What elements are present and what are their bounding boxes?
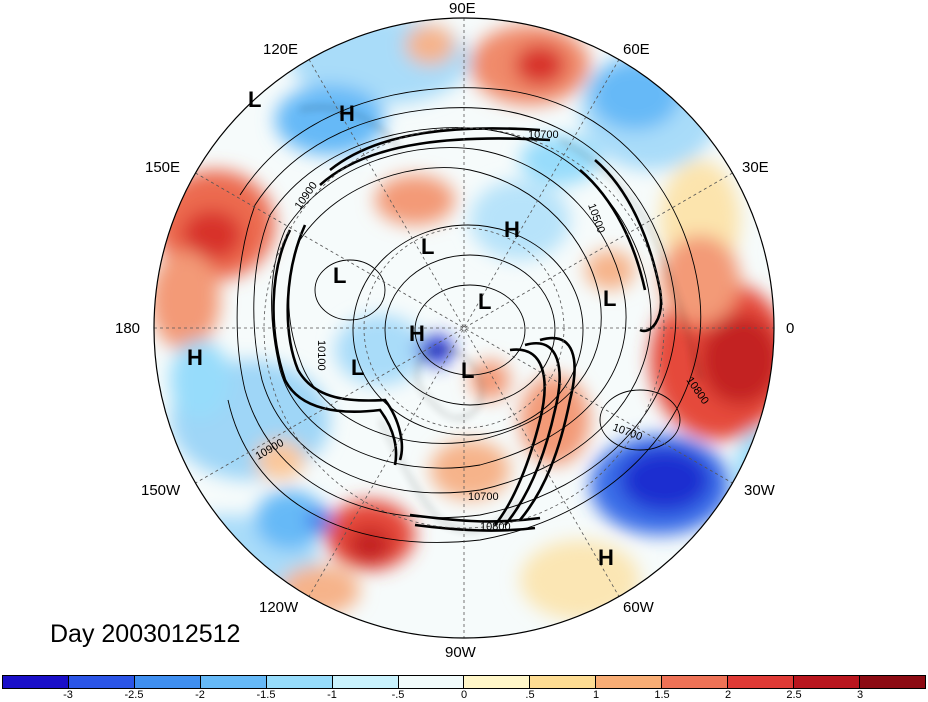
colorbar-tick: -1 [327,689,337,701]
colorbar-segment [266,676,333,688]
colorbar-tick: 2.5 [786,689,802,701]
colorbar-segment [134,676,201,688]
contour-label: 10700 [528,129,559,141]
pressure-center-label: H [409,321,425,346]
colorbar-tick: .5 [525,689,535,701]
map-boundary [153,17,775,639]
colorbar-segment [398,676,465,688]
lon-label-150e: 150E [145,159,181,176]
pressure-center-label: L [333,263,347,288]
lon-label-30w: 30W [744,482,775,499]
lon-label-120w: 120W [259,599,299,616]
lon-label-90e: 90E [449,0,476,17]
pressure-center-label: H [598,545,614,570]
pressure-center-label: L [603,286,617,311]
pressure-center-label: L [461,358,475,383]
colorbar-segment [332,676,399,688]
colorbar-segment [596,676,663,688]
pressure-center-label: L [248,87,262,112]
colorbar-segment [859,676,925,688]
colorbar-segment [200,676,267,688]
pressure-center-label: L [421,234,435,259]
colorbar-segment [728,676,795,688]
colorbar-tick: 0 [460,689,468,701]
lon-label-180: 180 [115,320,141,337]
colorbar-segment [68,676,135,688]
colorbar-tick: -3 [63,689,73,701]
pressure-center-label: H [339,101,355,126]
pressure-center-label: L [351,355,365,380]
colorbar-segment [464,676,531,688]
colorbar-tick: 1.5 [654,689,670,701]
lon-label-150w: 150W [141,482,181,499]
pressure-center-label: H [504,217,520,242]
colorbar-segment [662,676,729,688]
contour-label: 10700 [468,491,499,503]
colorbar-segment [794,676,860,688]
colorbar-tick: -1.5 [256,689,276,701]
colorbar-tick: -2 [195,689,205,701]
colorbar [2,675,926,689]
pressure-center-label: H [187,345,203,370]
lon-label-30e: 30E [742,159,769,176]
graticule [154,18,774,638]
contour-label: 10100 [315,340,327,371]
contour-label: 10800 [480,521,511,533]
lon-label-90w: 90W [445,644,476,661]
lon-label-60w: 60W [623,599,654,616]
colorbar-tick: 1 [592,689,600,701]
day-label: Day 2003012512 [50,620,241,648]
lon-label-120e: 120E [263,41,299,58]
colorbar-tick: -.5 [391,689,405,701]
colorbar-tick: -2.5 [124,689,144,701]
colorbar-tick: 3 [856,689,864,701]
colorbar-segment [3,676,69,688]
colorbar-tick: 2 [724,689,732,701]
lon-label-60e: 60E [623,41,650,58]
lon-label-0: 0 [786,320,795,337]
colorbar-segment [530,676,597,688]
pressure-center-label: L [478,289,492,314]
